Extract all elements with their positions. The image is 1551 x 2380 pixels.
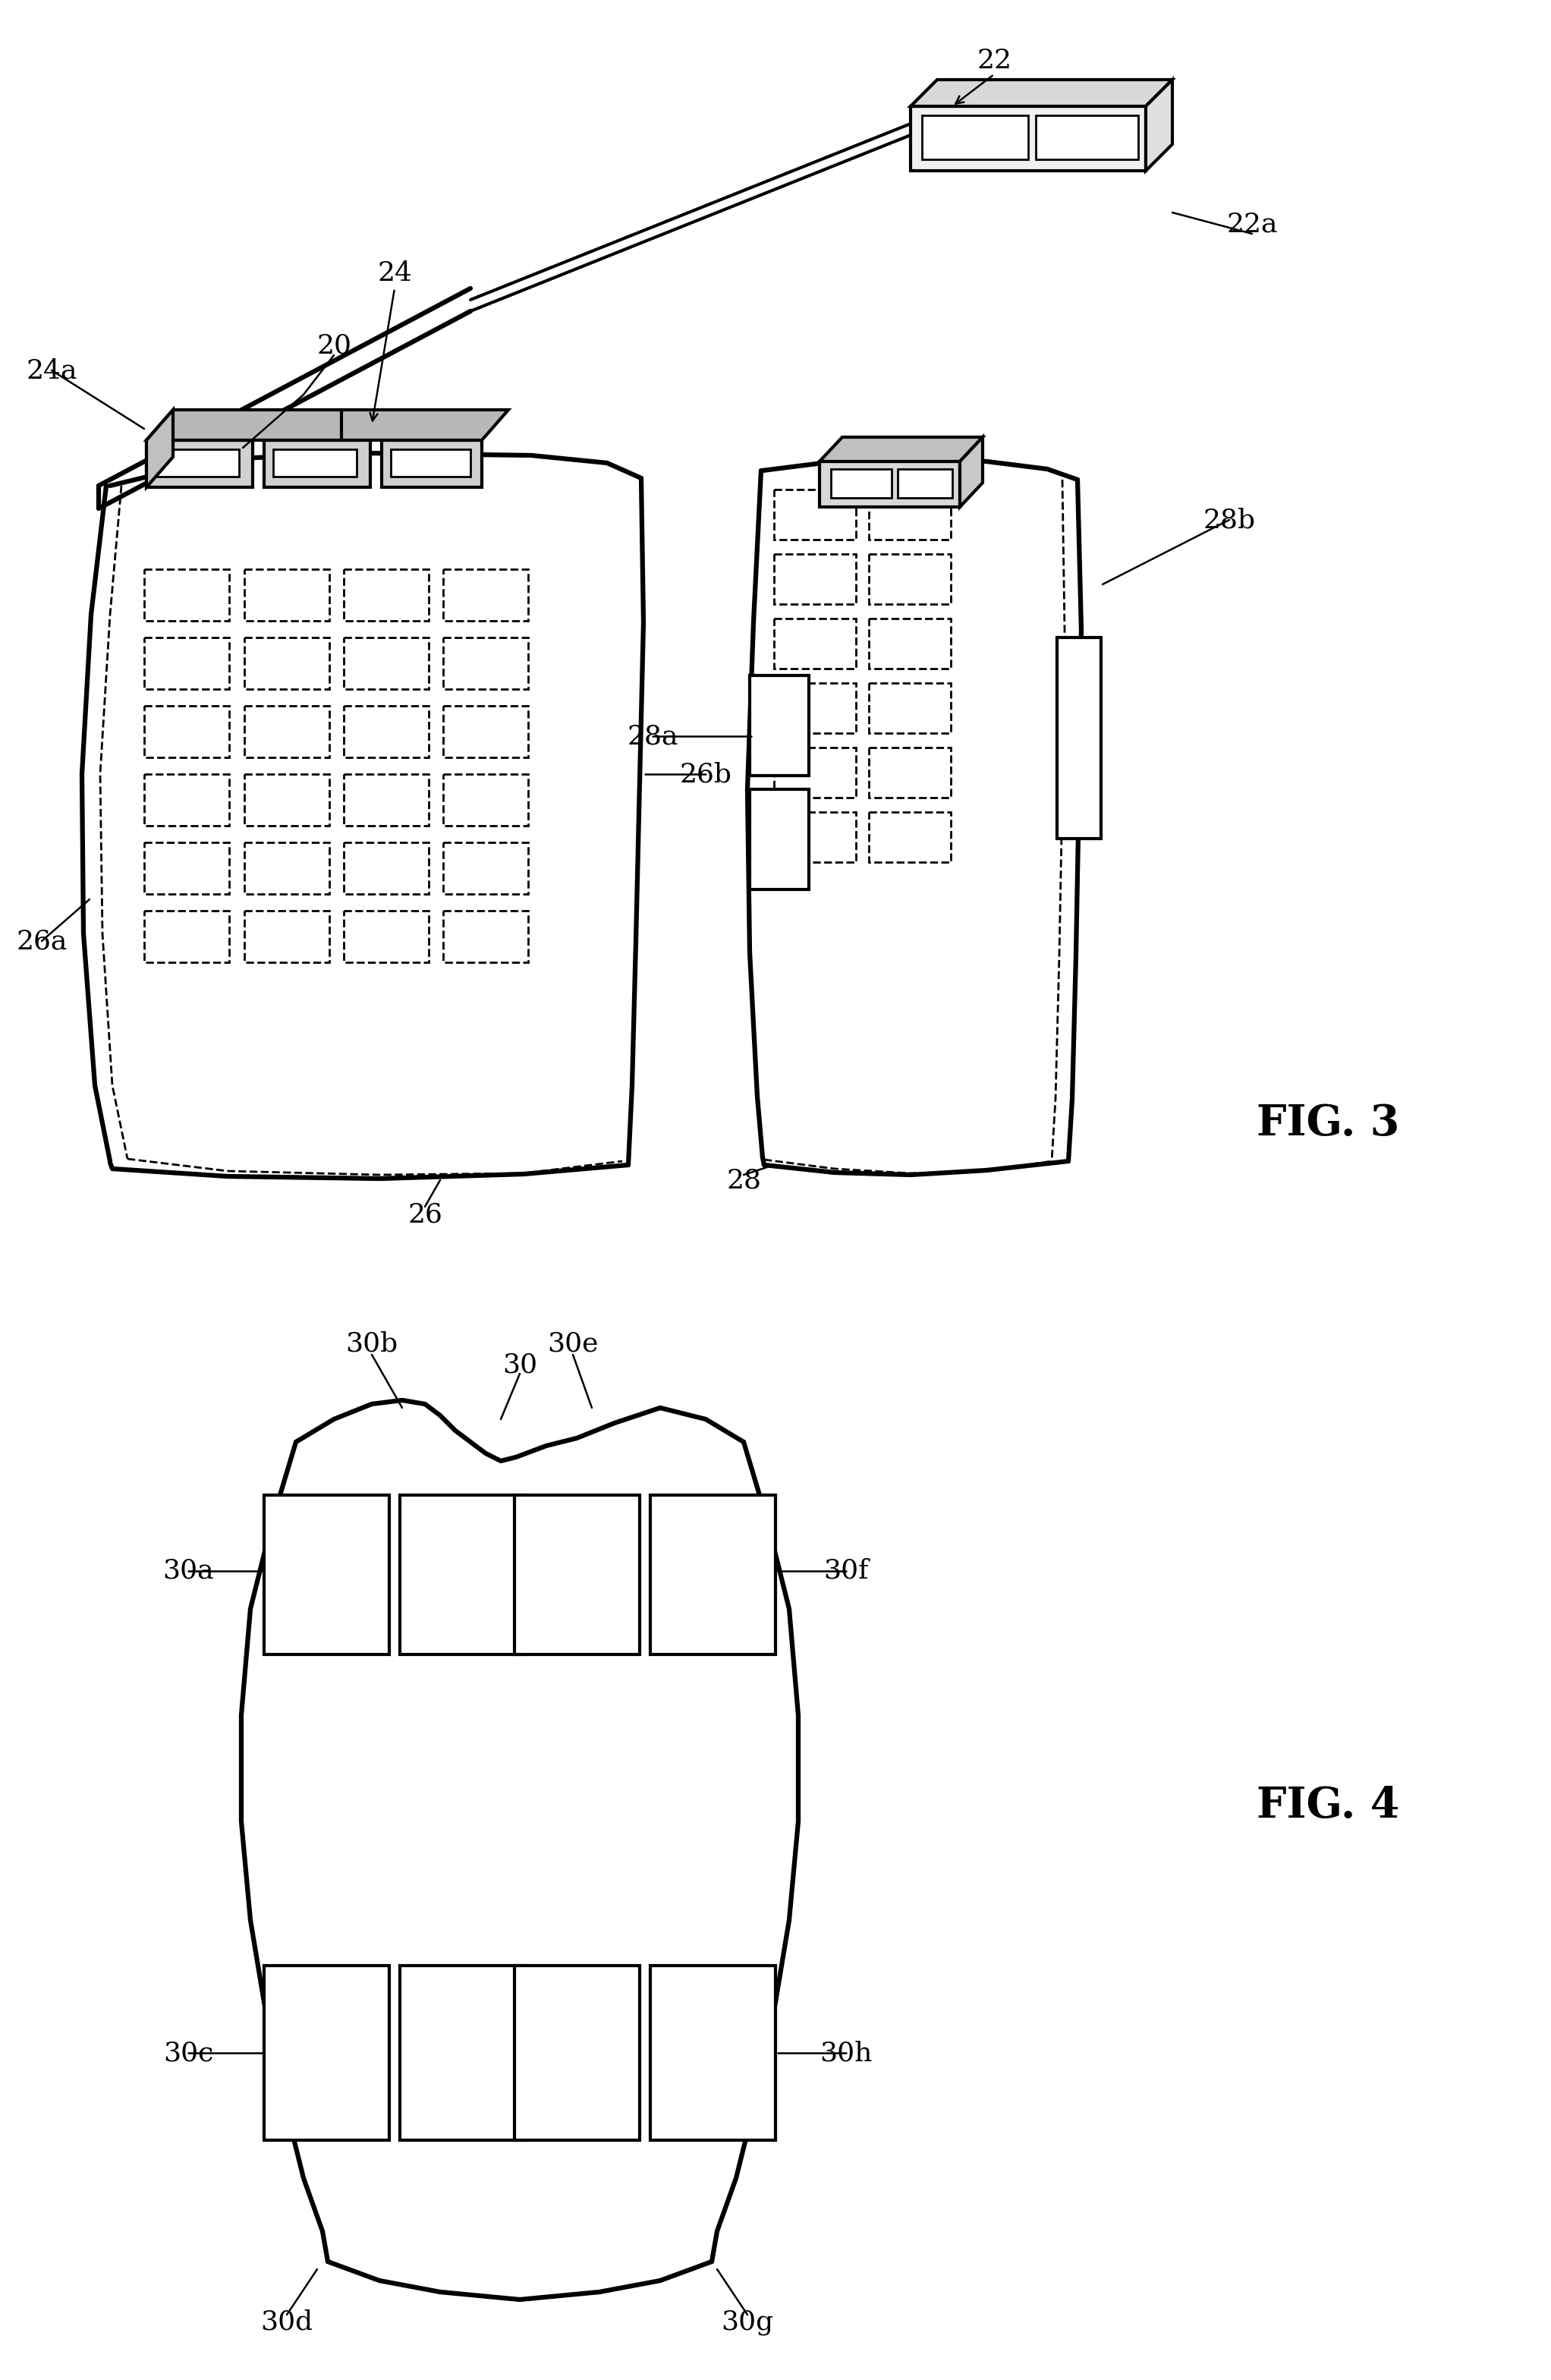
Bar: [245, 638, 329, 690]
Bar: [749, 790, 810, 890]
Bar: [245, 707, 329, 757]
Bar: [400, 1495, 526, 1654]
Bar: [344, 843, 428, 895]
Bar: [344, 569, 428, 621]
Bar: [264, 1966, 389, 2140]
Bar: [869, 747, 951, 797]
Bar: [774, 683, 856, 733]
Bar: [144, 912, 230, 962]
Text: 22: 22: [977, 48, 1011, 74]
Bar: [444, 843, 529, 895]
Bar: [245, 569, 329, 621]
Bar: [264, 1495, 389, 1654]
Polygon shape: [146, 409, 174, 488]
Text: 30e: 30e: [548, 1330, 599, 1357]
Text: 24a: 24a: [26, 357, 78, 383]
Bar: [144, 774, 230, 826]
Bar: [774, 619, 856, 669]
Bar: [245, 774, 329, 826]
Bar: [869, 619, 951, 669]
Text: 26b: 26b: [679, 762, 732, 788]
Bar: [245, 843, 329, 895]
Bar: [444, 912, 529, 962]
Text: 28: 28: [726, 1166, 762, 1192]
Bar: [444, 707, 529, 757]
Polygon shape: [1146, 79, 1173, 171]
Bar: [869, 683, 951, 733]
Polygon shape: [146, 440, 253, 488]
Text: 30f: 30f: [824, 1559, 869, 1583]
Bar: [444, 774, 529, 826]
Bar: [774, 490, 856, 540]
Text: 30b: 30b: [346, 1330, 399, 1357]
Bar: [444, 569, 529, 621]
Text: 30g: 30g: [721, 2309, 774, 2335]
Bar: [155, 450, 239, 476]
Bar: [650, 1495, 776, 1654]
Bar: [921, 114, 1028, 159]
Text: 28b: 28b: [1204, 507, 1255, 533]
Bar: [774, 555, 856, 605]
Polygon shape: [910, 107, 1146, 171]
Text: FIG. 3: FIG. 3: [1256, 1102, 1399, 1145]
Bar: [869, 555, 951, 605]
Text: FIG. 4: FIG. 4: [1256, 1785, 1399, 1828]
Bar: [444, 638, 529, 690]
Bar: [245, 912, 329, 962]
Text: 28a: 28a: [627, 724, 678, 750]
Text: 26a: 26a: [16, 928, 67, 954]
Text: 30a: 30a: [163, 1559, 214, 1583]
Text: 22a: 22a: [1227, 212, 1278, 236]
Bar: [1036, 114, 1138, 159]
Bar: [749, 676, 810, 776]
Bar: [869, 490, 951, 540]
Bar: [831, 469, 892, 497]
Text: 30h: 30h: [820, 2040, 872, 2066]
Text: 30c: 30c: [163, 2040, 214, 2066]
Polygon shape: [819, 438, 983, 462]
Bar: [344, 912, 428, 962]
Polygon shape: [264, 440, 371, 488]
Polygon shape: [960, 438, 983, 507]
Text: 20: 20: [316, 333, 352, 359]
Bar: [391, 450, 470, 476]
Bar: [515, 1966, 639, 2140]
Bar: [344, 707, 428, 757]
Bar: [650, 1966, 776, 2140]
Polygon shape: [819, 462, 960, 507]
Bar: [515, 1495, 639, 1654]
Text: 26: 26: [408, 1202, 442, 1228]
Polygon shape: [910, 79, 1173, 107]
Bar: [774, 747, 856, 797]
Bar: [144, 707, 230, 757]
Bar: [344, 638, 428, 690]
Polygon shape: [382, 440, 482, 488]
Bar: [144, 843, 230, 895]
Text: 30d: 30d: [261, 2309, 313, 2335]
Bar: [344, 774, 428, 826]
Bar: [400, 1966, 526, 2140]
Bar: [774, 812, 856, 862]
Bar: [144, 569, 230, 621]
Bar: [273, 450, 357, 476]
Bar: [1058, 638, 1101, 838]
Bar: [898, 469, 952, 497]
Bar: [144, 638, 230, 690]
Bar: [869, 812, 951, 862]
Polygon shape: [146, 409, 509, 440]
Text: 24: 24: [377, 259, 413, 286]
Text: 30: 30: [503, 1352, 537, 1378]
